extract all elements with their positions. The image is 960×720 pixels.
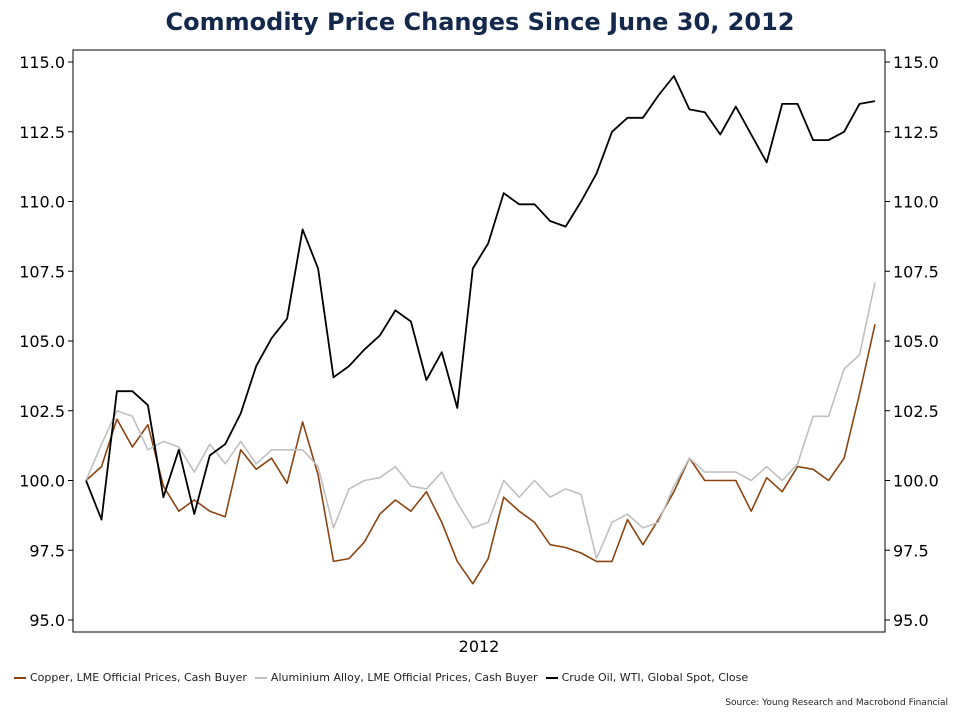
left-tick-label: 112.5 bbox=[19, 123, 65, 142]
legend-label: Aluminium Alloy, LME Official Prices, Ca… bbox=[270, 671, 538, 684]
right-tick-label: 95.0 bbox=[893, 611, 929, 630]
right-tick-label: 115.0 bbox=[893, 53, 939, 72]
left-tick-label: 95.0 bbox=[29, 611, 65, 630]
right-tick-label: 107.5 bbox=[893, 262, 939, 281]
left-tick-label: 115.0 bbox=[19, 53, 65, 72]
legend: Copper, LME Official Prices, Cash Buyer A… bbox=[14, 671, 756, 684]
left-tick-label: 107.5 bbox=[19, 262, 65, 281]
legend-item: Aluminium Alloy, LME Official Prices, Ca… bbox=[254, 671, 538, 684]
right-tick-label: 112.5 bbox=[893, 123, 939, 142]
series-line-copper-lme-official-prices-cash-buyer bbox=[85, 324, 876, 585]
legend-swatch bbox=[545, 676, 558, 679]
left-axis: 95.0 97.5 100.0 102.5 105.0 107.5 110.0 112.5 11… bbox=[19, 53, 73, 630]
legend-item: Copper, LME Official Prices, Cash Buyer bbox=[14, 671, 247, 684]
series-line-crude-oil-wti-global-spot-close bbox=[85, 75, 876, 521]
legend-item: Crude Oil, WTI, Global Spot, Close bbox=[545, 671, 749, 684]
legend-label: Crude Oil, WTI, Global Spot, Close bbox=[561, 671, 749, 684]
left-tick-label: 110.0 bbox=[19, 193, 65, 212]
right-axis: 95.0 97.5 100.0 102.5 105.0 107.5 110.0 112.5 11… bbox=[885, 53, 939, 630]
left-tick-label: 102.5 bbox=[19, 402, 65, 421]
right-tick-label: 102.5 bbox=[893, 402, 939, 421]
source-note: Source: Young Research and Macrobond Fin… bbox=[725, 698, 948, 708]
x-axis-label: 2012 bbox=[459, 637, 500, 656]
plot-area-frame bbox=[72, 49, 886, 633]
left-tick-label: 100.0 bbox=[19, 472, 65, 491]
left-tick-label: 105.0 bbox=[19, 332, 65, 351]
chart-title: Commodity Price Changes Since June 30, 2… bbox=[165, 8, 795, 36]
legend-label: Copper, LME Official Prices, Cash Buyer bbox=[30, 671, 247, 684]
right-tick-label: 110.0 bbox=[893, 193, 939, 212]
legend-swatch bbox=[14, 676, 26, 679]
right-tick-label: 105.0 bbox=[893, 332, 939, 351]
right-tick-label: 97.5 bbox=[893, 541, 929, 560]
series-lines bbox=[85, 75, 876, 585]
left-tick-label: 97.5 bbox=[29, 541, 65, 560]
series-line-aluminium-alloy-lme-official-prices-cash-buyer bbox=[85, 282, 876, 560]
right-tick-label: 100.0 bbox=[893, 472, 939, 491]
legend-swatch bbox=[254, 676, 267, 679]
